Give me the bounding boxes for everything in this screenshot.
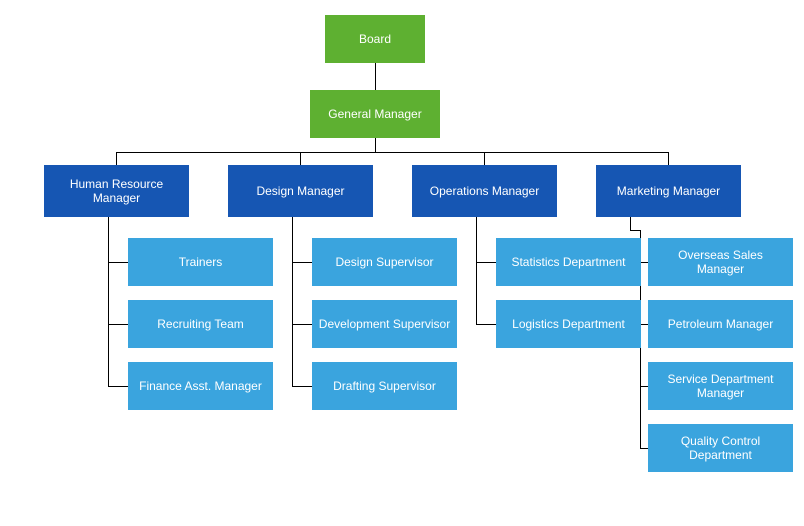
connector-ops_h2 [476, 324, 496, 325]
org-chart: Board General Manager Human Resource Manag… [0, 0, 804, 526]
node-label: Design Manager [256, 184, 344, 198]
node-label: Marketing Manager [617, 184, 720, 198]
node-statistics_dept: Statistics Department [496, 238, 641, 286]
node-label: Development Supervisor [319, 317, 450, 331]
node-quality_control: Quality Control Department [648, 424, 793, 472]
node-development_sup: Development Supervisor [312, 300, 457, 348]
connector-hr_h1 [108, 262, 128, 263]
connector-mkt_h2 [640, 324, 648, 325]
connector-hr_h3 [108, 386, 128, 387]
node-logistics_dept: Logistics Department [496, 300, 641, 348]
node-label: Statistics Department [511, 255, 625, 269]
node-petroleum_mgr: Petroleum Manager [648, 300, 793, 348]
node-label: Drafting Supervisor [333, 379, 436, 393]
connector-gm_down [375, 138, 376, 152]
node-overseas_sales: Overseas Sales Manager [648, 238, 793, 286]
node-operations_manager: Operations Manager [412, 165, 557, 217]
node-marketing_manager: Marketing Manager [596, 165, 741, 217]
connector-hr_drop [116, 152, 117, 165]
connector-board_to_gm [375, 63, 376, 90]
node-finance_asst: Finance Asst. Manager [128, 362, 273, 410]
node-label: Quality Control Department [654, 434, 787, 463]
connector-design_h3 [292, 386, 312, 387]
connector-mkt_h1 [640, 262, 648, 263]
connector-design_h1 [292, 262, 312, 263]
connector-mkt_bend [630, 230, 640, 231]
node-trainers: Trainers [128, 238, 273, 286]
node-label: Overseas Sales Manager [654, 248, 787, 277]
node-design_supervisor: Design Supervisor [312, 238, 457, 286]
node-service_dept_mgr: Service Department Manager [648, 362, 793, 410]
node-label: Board [359, 32, 391, 46]
connector-mkt_drop [668, 152, 669, 165]
node-label: Petroleum Manager [668, 317, 773, 331]
node-label: Design Supervisor [335, 255, 433, 269]
connector-ops_trunk [476, 217, 477, 324]
node-design_manager: Design Manager [228, 165, 373, 217]
connector-ops_h1 [476, 262, 496, 263]
node-label: Trainers [179, 255, 223, 269]
node-label: General Manager [328, 107, 421, 121]
node-hr_manager: Human Resource Manager [44, 165, 189, 217]
node-drafting_sup: Drafting Supervisor [312, 362, 457, 410]
connector-hr_trunk [108, 217, 109, 386]
connector-bus [116, 152, 669, 153]
node-label: Finance Asst. Manager [139, 379, 262, 393]
node-label: Service Department Manager [654, 372, 787, 401]
connector-design_trunk [292, 217, 293, 386]
node-board: Board [325, 15, 425, 63]
connector-ops_drop [484, 152, 485, 165]
connector-hr_h2 [108, 324, 128, 325]
connector-mkt_h3 [640, 386, 648, 387]
connector-mkt_h4 [640, 448, 648, 449]
connector-design_drop [300, 152, 301, 165]
node-label: Human Resource Manager [50, 177, 183, 206]
connector-design_h2 [292, 324, 312, 325]
node-label: Logistics Department [512, 317, 625, 331]
node-recruiting_team: Recruiting Team [128, 300, 273, 348]
node-label: Recruiting Team [157, 317, 243, 331]
node-label: Operations Manager [430, 184, 539, 198]
connector-mkt_trunk_a [630, 217, 631, 230]
node-general_manager: General Manager [310, 90, 440, 138]
